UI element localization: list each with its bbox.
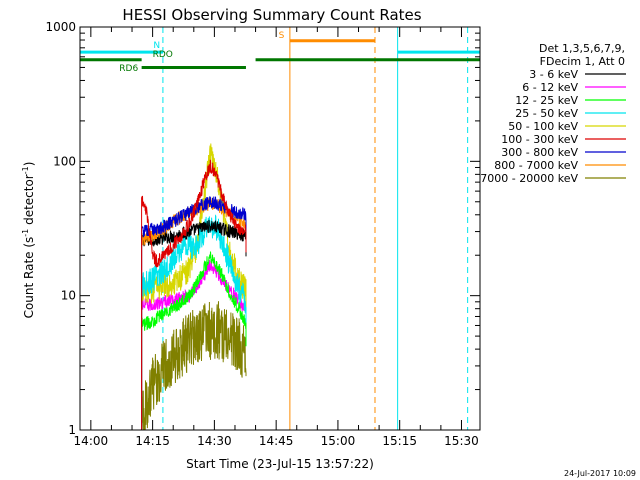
y-tick-label: 100 [53,154,76,168]
footer-date: 24-Jul-2017 10:09 [564,469,636,478]
legend-entry-label-7: 800 - 7000 keV [494,159,578,172]
annotation-s: S [279,31,285,41]
x-axis-label: Start Time (23-Jul-15 13:57:22) [186,457,374,471]
y-tick-label: 1 [68,423,76,437]
legend-entry-label-8: 7000 - 20000 keV [480,172,578,185]
series-line-3 [141,214,247,430]
x-tick-label: 15:30 [444,434,479,448]
x-tick-label: 14:15 [135,434,170,448]
legend-entry-label-3: 25 - 50 keV [515,107,578,120]
x-tick-label: 14:00 [74,434,109,448]
x-tick-label: 14:45 [259,434,294,448]
y-tick-label: 10 [61,289,76,303]
legend-entry-label-1: 6 - 12 keV [522,81,578,94]
legend-entry-label-0: 3 - 6 keV [529,68,578,81]
x-tick-label: 15:15 [382,434,417,448]
x-tick-label: 14:30 [197,434,232,448]
series-line-8 [141,301,247,430]
y-axis-label: Count Rate (s-1 detector-1) [21,162,36,319]
series-line-2 [141,251,247,430]
series-line-5 [141,159,247,430]
annotation-rdo: RDO [153,50,173,60]
legend-entry-label-5: 100 - 300 keV [501,133,578,146]
annotation-rd6: RD6 [119,64,138,74]
legend-entry-label-6: 300 - 800 keV [501,146,578,159]
y-tick-label: 1000 [45,20,76,34]
legend-header-1: FDecim 1, Att 0 [540,55,625,68]
legend-entry-label-4: 50 - 100 keV [508,120,578,133]
annotation-n: N [153,41,160,51]
legend-entry-label-2: 12 - 25 keV [515,94,578,107]
legend-header-0: Det 1,3,5,6,7,9, [539,42,625,55]
x-tick-label: 15:00 [321,434,356,448]
plot-frame [79,26,481,431]
chart-title: HESSI Observing Summary Count Rates [122,6,421,24]
